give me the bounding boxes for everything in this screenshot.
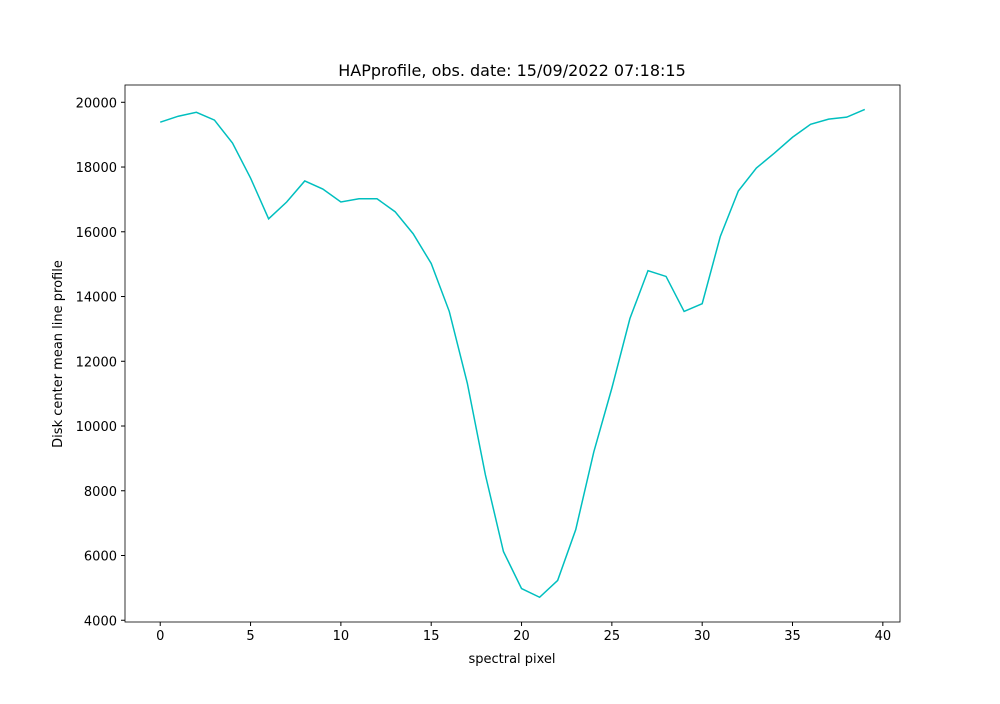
x-tick-label: 5 bbox=[246, 629, 254, 644]
x-tick-label: 30 bbox=[694, 629, 711, 644]
y-tick-label: 12000 bbox=[76, 355, 117, 370]
data-line bbox=[159, 108, 866, 599]
plot-frame bbox=[124, 84, 901, 623]
x-tick-label: 35 bbox=[784, 629, 801, 644]
x-tick-label: 25 bbox=[604, 629, 621, 644]
y-tick-label: 18000 bbox=[76, 161, 117, 176]
y-tick-label: 8000 bbox=[84, 485, 117, 500]
y-tick-label: 10000 bbox=[76, 420, 117, 435]
x-tick-label: 0 bbox=[156, 629, 164, 644]
x-tick-label: 40 bbox=[875, 629, 892, 644]
x-axis-label: spectral pixel bbox=[468, 652, 555, 667]
y-tick-label: 14000 bbox=[76, 291, 117, 306]
y-tick-label: 20000 bbox=[76, 96, 117, 111]
x-tick-label: 15 bbox=[423, 629, 440, 644]
y-tick-label: 6000 bbox=[84, 550, 117, 565]
y-tick-label: 16000 bbox=[76, 226, 117, 241]
x-tick-label: 10 bbox=[333, 629, 350, 644]
x-tick-label: 20 bbox=[513, 629, 530, 644]
chart-title: HAPprofile, obs. date: 15/09/2022 07:18:… bbox=[338, 61, 686, 80]
y-tick-label: 4000 bbox=[84, 614, 117, 629]
y-axis-label: Disk center mean line profile bbox=[51, 260, 66, 448]
